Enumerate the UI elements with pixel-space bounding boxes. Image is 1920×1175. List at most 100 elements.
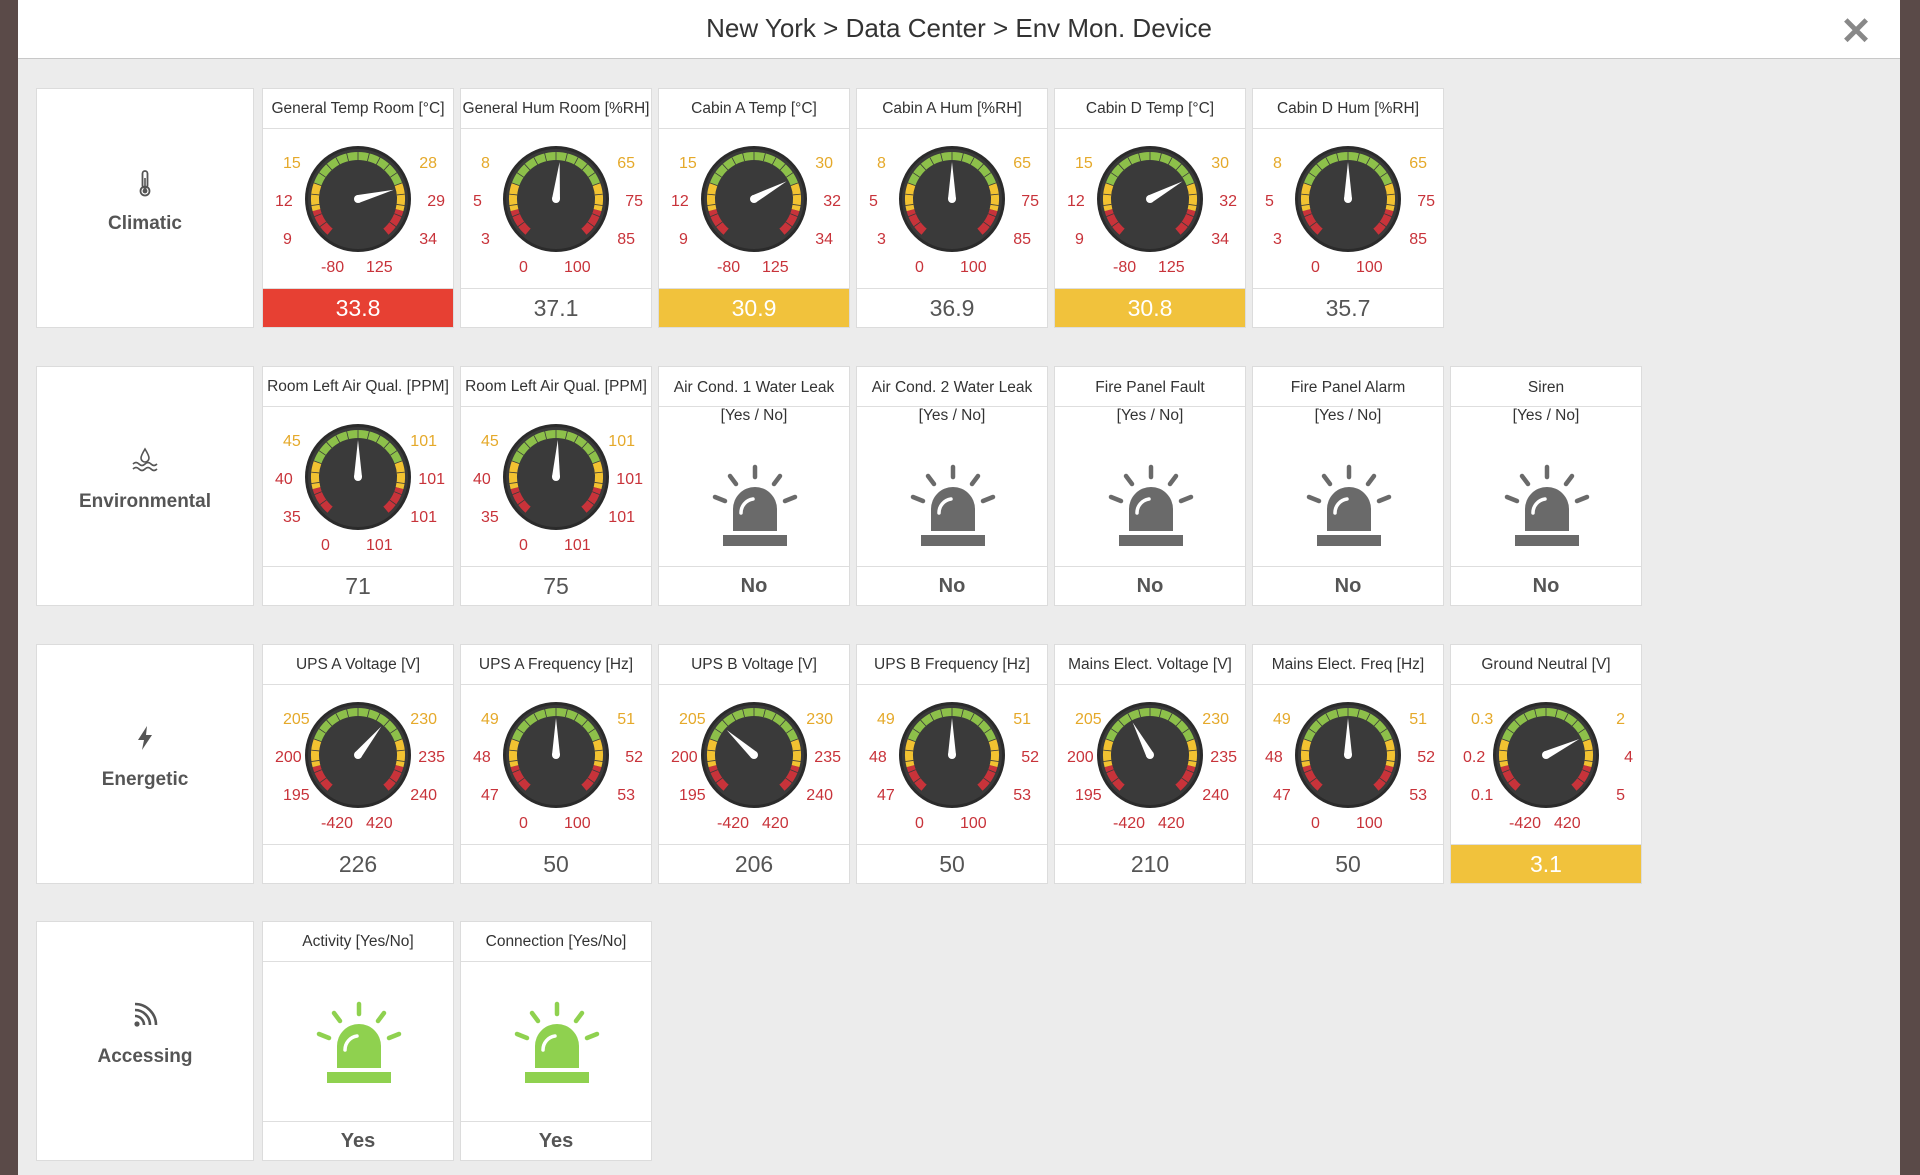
gauge-tick — [731, 157, 737, 165]
siren-area — [1055, 425, 1245, 585]
gauge-tick — [1127, 157, 1133, 165]
sensor-tile[interactable]: Siren [Yes / No] No — [1450, 366, 1642, 606]
gauge-band — [311, 460, 322, 490]
gauge-dial — [503, 702, 609, 808]
sensor-tile[interactable]: General Hum Room [%RH] 8 5 3 65 75 85 0 100 37.1 — [460, 88, 652, 328]
sensor-tile[interactable]: Room Left Air Qual. [PPM] 45 40 35 101 101 101… — [262, 366, 454, 606]
gauge-scale-label-bl: 47 — [1273, 787, 1291, 804]
sensor-tile[interactable]: Cabin A Hum [%RH] 8 5 3 65 75 85 0 100 36.9 — [856, 88, 1048, 328]
gauge-tick — [990, 760, 999, 762]
gauge-tick — [588, 728, 596, 734]
sensor-tile[interactable]: Cabin D Hum [%RH] 8 5 3 65 75 85 0 100 35.7 — [1252, 88, 1444, 328]
gauge-tick — [1386, 193, 1395, 196]
gauge-tick — [984, 172, 992, 178]
gauge-tick — [314, 491, 322, 495]
gauge-band — [1105, 708, 1195, 742]
gauge-tick — [1514, 719, 1521, 727]
close-icon[interactable]: ✕ — [1840, 11, 1872, 53]
gauge-tick — [383, 163, 390, 171]
gauge-tick — [396, 482, 405, 484]
gauge-tick — [524, 719, 531, 727]
sensor-tile[interactable]: Connection [Yes/No] Yes — [460, 921, 652, 1161]
sensor-tile[interactable]: Air Cond. 1 Water Leak [Yes / No] No — [658, 366, 850, 606]
sensor-tile[interactable]: General Temp Room [°C] 15 12 9 28 29 34 -80 125 3… — [262, 88, 454, 328]
gauge-scale-label-min: 0 — [915, 815, 924, 832]
gauge-dial — [1295, 146, 1401, 252]
gauge-tick — [778, 228, 785, 236]
sensor-tile[interactable]: Mains Elect. Freq [Hz] 49 48 47 51 52 53 0 100 50 — [1252, 644, 1444, 884]
gauge-tick — [1175, 719, 1182, 727]
category-card-environmental: Environmental — [36, 366, 254, 606]
tile-title: Mains Elect. Freq [Hz] — [1253, 645, 1443, 685]
sensor-tile[interactable]: UPS A Voltage [V] 205 200 195 230 235 240 -420 4… — [262, 644, 454, 884]
gauge-tick — [587, 777, 595, 783]
tile-title: UPS B Frequency [Hz] — [857, 645, 1047, 685]
gauge-hub — [552, 751, 560, 759]
gauge-tick — [580, 228, 587, 236]
gauge-tick — [592, 460, 601, 465]
gauge-tick — [524, 441, 531, 449]
gauge-tick — [383, 719, 390, 727]
siren-icon — [910, 464, 996, 546]
gauge-tick — [327, 506, 334, 514]
gauge-tick — [516, 728, 524, 734]
gauge-tick — [314, 213, 322, 217]
gauge-tick — [961, 153, 964, 162]
gauge-tick — [1506, 728, 1514, 734]
thermometer-icon — [37, 169, 253, 199]
tile-title: Cabin D Hum [%RH] — [1253, 89, 1443, 129]
tile-value: Yes — [461, 1121, 651, 1160]
category-card-climatic: Climatic — [36, 88, 254, 328]
sensor-tile[interactable]: Activity [Yes/No] Yes — [262, 921, 454, 1161]
gauge-scale-label-bl: 35 — [283, 509, 301, 526]
gauge-scale-label-tr: 65 — [1409, 155, 1427, 172]
gauge-tick — [594, 471, 603, 474]
tile-title: UPS A Voltage [V] — [263, 645, 453, 685]
gauge-dial — [503, 146, 609, 252]
sensor-tile[interactable]: Air Cond. 2 Water Leak [Yes / No] No — [856, 366, 1048, 606]
tile-subtitle: [Yes / No] — [1116, 407, 1184, 424]
sensor-tile[interactable]: Cabin A Temp [°C] 15 12 9 30 32 34 -80 125 30.9 — [658, 88, 850, 328]
tile-title: General Temp Room [°C] — [263, 89, 453, 129]
tile-title: Ground Neutral [V] — [1451, 645, 1641, 685]
gauge-tick — [517, 499, 525, 505]
gauge-tick — [396, 760, 405, 762]
gauge-area: 49 48 47 51 52 53 0 100 — [857, 685, 1047, 845]
gauge-band — [1499, 738, 1510, 768]
gauge-needle — [948, 718, 956, 755]
tile-value: 71 — [263, 566, 453, 605]
sensor-tile[interactable]: Fire Panel Alarm [Yes / No] No — [1252, 366, 1444, 606]
gauge-tick — [396, 749, 405, 752]
gauge-scale-label-tl: 8 — [481, 155, 490, 172]
gauge-scale-label-bl: 47 — [481, 787, 499, 804]
sensor-tile[interactable]: UPS A Frequency [Hz] 49 48 47 51 52 53 0 100 50 — [460, 644, 652, 884]
sensor-tile[interactable]: Room Left Air Qual. [PPM] 45 40 35 101 101 101… — [460, 366, 652, 606]
gauge-tick — [1515, 784, 1522, 792]
water-waves-icon — [37, 447, 253, 477]
sensor-tile[interactable]: Fire Panel Fault [Yes / No] No — [1054, 366, 1246, 606]
gauge-scale-label-bl: 3 — [481, 231, 490, 248]
gauge-tick — [790, 769, 798, 773]
gauge-scale-label-min: -420 — [321, 815, 354, 832]
gauge-tick — [1188, 760, 1197, 762]
gauge-tick — [1304, 769, 1312, 773]
gauge-tick — [1563, 713, 1569, 721]
gauge-tick — [383, 441, 390, 449]
sensor-tile[interactable]: Mains Elect. Voltage [V] 205 200 195 230 235 2… — [1054, 644, 1246, 884]
gauge-band — [313, 430, 403, 464]
sensor-tile[interactable]: Ground Neutral [V] 0.3 0.2 0.1 2 4 5 -420 420 3.1 — [1450, 644, 1642, 884]
sensor-tile[interactable]: UPS B Frequency [Hz] 49 48 47 51 52 53 0 100 50 — [856, 644, 1048, 884]
sensor-tile[interactable]: UPS B Voltage [V] 205 200 195 230 235 240 -420 4… — [658, 644, 850, 884]
gauge-band — [592, 738, 603, 768]
gauge-tick — [389, 499, 397, 505]
gauge-tick — [594, 760, 603, 762]
gauge-tick — [512, 213, 520, 217]
sensor-tile[interactable]: Cabin D Temp [°C] 15 12 9 30 32 34 -80 125 30.8 — [1054, 88, 1246, 328]
gauge-tick — [1502, 769, 1510, 773]
tile-value: No — [857, 566, 1047, 605]
gauge-tick — [390, 172, 398, 178]
category-card-accessing: Accessing — [36, 921, 254, 1161]
gauge-scale-label-tl: 49 — [481, 711, 499, 728]
gauge-scale-label-mr: 101 — [418, 471, 445, 488]
gauge-tick — [335, 157, 341, 165]
